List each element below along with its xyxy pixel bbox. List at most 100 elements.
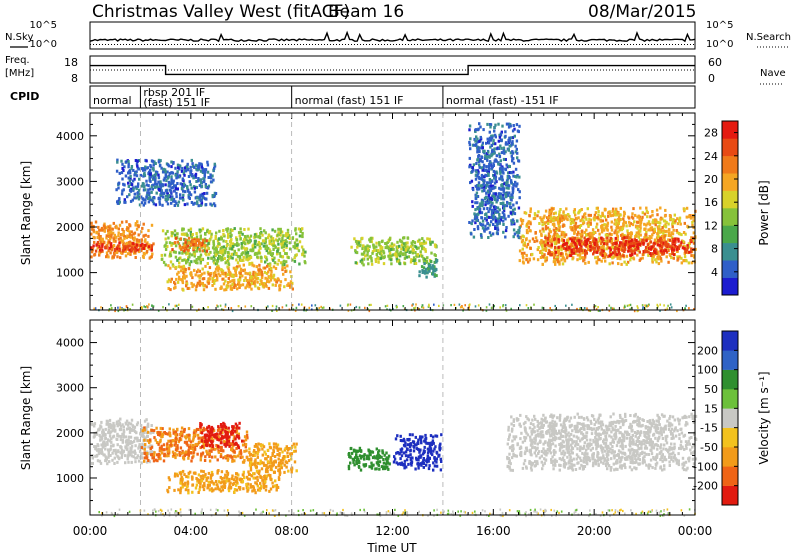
- data-cell: [581, 251, 584, 255]
- data-cell: [368, 245, 371, 249]
- data-cell: [142, 174, 145, 178]
- data-cell: [132, 232, 135, 236]
- data-cell: [611, 256, 614, 260]
- data-cell: [251, 263, 254, 267]
- data-cell: [368, 238, 371, 242]
- data-cell: [134, 170, 137, 174]
- data-cell: [195, 258, 198, 261]
- data-cell: [224, 249, 227, 253]
- data-cell: [181, 196, 185, 200]
- data-cell: [605, 218, 608, 222]
- data-cell: [197, 164, 201, 168]
- near-range-cell: [219, 304, 222, 307]
- data-cell: [143, 252, 146, 256]
- data-cell: [671, 251, 674, 254]
- data-cell: [423, 241, 426, 245]
- data-cell: [560, 258, 563, 262]
- data-cell: [499, 144, 502, 148]
- colorbar-swatch: [722, 155, 738, 174]
- data-cell: [182, 171, 185, 175]
- data-cell: [199, 228, 203, 232]
- data-cell: [513, 212, 517, 216]
- data-cell: [198, 249, 202, 253]
- data-cell: [273, 261, 277, 265]
- data-cell: [257, 240, 260, 244]
- data-cell: [90, 246, 93, 250]
- data-cell: [540, 234, 543, 237]
- data-cell: [287, 256, 290, 260]
- data-cell: [527, 260, 530, 264]
- data-cell: [95, 454, 98, 458]
- data-cell: [186, 164, 189, 168]
- data-cell: [118, 171, 121, 175]
- data-cell: [667, 249, 670, 252]
- data-cell: [583, 213, 586, 217]
- data-cell: [474, 193, 477, 197]
- data-cell: [541, 223, 544, 227]
- near-range-cell: [347, 309, 350, 312]
- data-cell: [504, 192, 507, 196]
- data-cell: [217, 237, 220, 241]
- data-cell: [475, 216, 479, 220]
- data-cell: [211, 194, 214, 197]
- data-cell: [138, 238, 142, 242]
- data-cell: [161, 183, 164, 187]
- data-cell: [427, 267, 430, 270]
- data-cell: [267, 251, 270, 255]
- near-range-cell: [599, 309, 601, 312]
- data-cell: [184, 190, 187, 194]
- data-cell: [424, 261, 428, 264]
- near-range-cell: [176, 304, 178, 307]
- data-cell: [504, 141, 508, 145]
- data-cell: [119, 451, 122, 455]
- data-cell: [631, 212, 634, 216]
- data-cell: [132, 187, 135, 191]
- data-cell: [182, 182, 186, 186]
- data-cell: [470, 222, 473, 226]
- data-cell: [259, 227, 262, 231]
- data-cell: [619, 213, 622, 217]
- data-cell: [489, 184, 492, 188]
- data-cell: [491, 164, 494, 168]
- data-cell: [494, 171, 497, 175]
- data-cell: [612, 251, 615, 255]
- data-cell: [127, 450, 130, 454]
- data-cell: [644, 246, 648, 249]
- data-cell: [509, 195, 512, 199]
- data-cell: [589, 213, 592, 217]
- data-cell: [101, 433, 104, 437]
- data-cell: [592, 243, 595, 247]
- data-cell: [544, 244, 547, 248]
- data-cell: [271, 254, 274, 257]
- data-cell: [115, 188, 118, 192]
- data-cell: [222, 232, 225, 236]
- data-cell: [193, 249, 196, 253]
- data-cell: [678, 232, 681, 236]
- near-range-cell: [168, 303, 170, 306]
- data-cell: [104, 427, 107, 431]
- data-cell: [475, 219, 478, 222]
- data-cell: [148, 247, 151, 251]
- data-cell: [281, 236, 284, 240]
- data-cell: [476, 195, 480, 198]
- data-cell: [561, 243, 565, 247]
- data-cell: [249, 234, 253, 238]
- data-cell: [213, 164, 217, 168]
- data-cell: [482, 128, 485, 132]
- data-cell: [92, 244, 95, 248]
- near-range-cell: [510, 307, 512, 310]
- data-cell: [174, 187, 177, 191]
- data-cell: [278, 288, 281, 292]
- data-cell: [116, 158, 119, 162]
- data-cell: [102, 453, 105, 457]
- data-cell: [112, 221, 115, 225]
- data-cell: [140, 434, 143, 438]
- data-cell: [504, 235, 507, 239]
- data-cell: [170, 201, 173, 205]
- data-cell: [273, 256, 276, 260]
- data-cell: [173, 184, 176, 188]
- data-cell: [184, 233, 187, 237]
- data-cell: [547, 248, 551, 252]
- data-cell: [504, 134, 507, 138]
- data-cell: [525, 245, 529, 249]
